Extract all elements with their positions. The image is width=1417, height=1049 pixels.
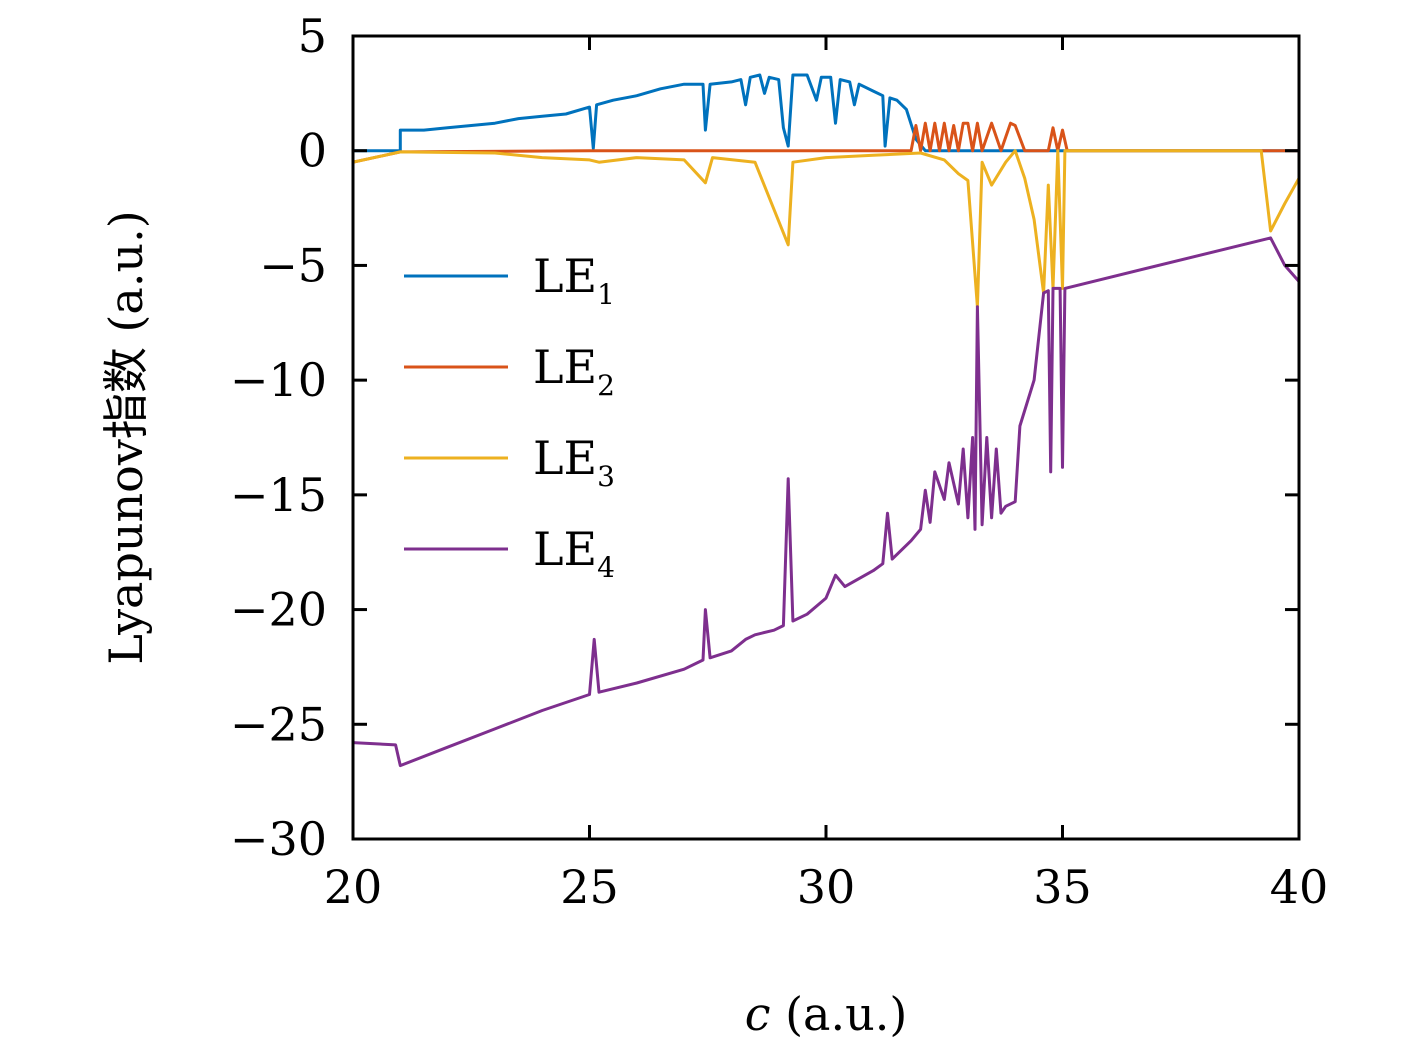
y-tick-label: −15 [230,468,327,522]
x-tick-label: 20 [324,860,383,914]
y-tick-label: −30 [230,812,327,866]
y-axis-title: Lyapunov指数 (a.u.) [99,210,153,664]
series-line-le3 [353,149,1299,309]
x-axis-variable: c [745,987,771,1041]
y-tick-label: 5 [298,9,327,63]
y-tick-label: −25 [230,697,327,751]
x-tick-label: 25 [560,860,619,914]
y-tick-label: −20 [230,583,327,637]
series-line-le2 [353,121,1299,164]
x-tick-label: 35 [1033,860,1092,914]
x-tick-label: 30 [797,860,856,914]
series-line-le4 [353,236,1299,768]
legend-label-le2: LE2 [533,340,615,402]
x-axis-title: c (a.u.) [745,987,908,1041]
series-layer [353,73,1299,768]
y-tick-label: −5 [259,238,327,292]
x-tick-label: 40 [1270,860,1329,914]
x-axis-unit: (a.u.) [785,987,907,1041]
legend-label-le1: LE1 [533,249,615,311]
legend-label-le4: LE4 [533,522,615,584]
y-tick-label: −10 [230,353,327,407]
ticks-layer: 20 25 30 35 40 5 0 −5 −10 −15 −20 −25 −30 [230,9,1328,914]
legend: LE1 LE2 LE3 LE4 [404,249,615,584]
series-line-le1 [353,73,1299,153]
y-tick-label: 0 [298,124,327,178]
legend-label-le3: LE3 [533,431,615,493]
